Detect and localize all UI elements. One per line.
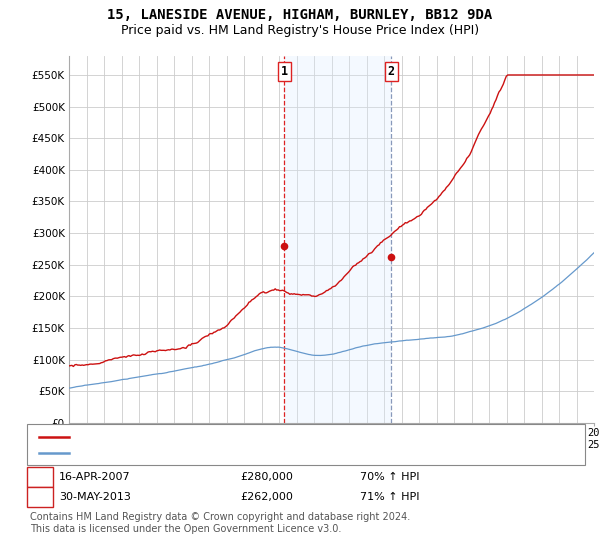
Text: 15, LANESIDE AVENUE, HIGHAM, BURNLEY, BB12 9DA: 15, LANESIDE AVENUE, HIGHAM, BURNLEY, BB… bbox=[107, 8, 493, 22]
Text: 30-MAY-2013: 30-MAY-2013 bbox=[59, 492, 131, 502]
Text: £262,000: £262,000 bbox=[240, 492, 293, 502]
Text: 71% ↑ HPI: 71% ↑ HPI bbox=[360, 492, 419, 502]
Text: 16-APR-2007: 16-APR-2007 bbox=[59, 472, 130, 482]
Text: Price paid vs. HM Land Registry's House Price Index (HPI): Price paid vs. HM Land Registry's House … bbox=[121, 24, 479, 36]
Text: 1: 1 bbox=[281, 65, 287, 78]
Text: 1: 1 bbox=[36, 472, 44, 482]
Text: £280,000: £280,000 bbox=[240, 472, 293, 482]
Text: 15, LANESIDE AVENUE, HIGHAM, BURNLEY, BB12 9DA (detached house): 15, LANESIDE AVENUE, HIGHAM, BURNLEY, BB… bbox=[74, 432, 475, 442]
Text: Contains HM Land Registry data © Crown copyright and database right 2024.
This d: Contains HM Land Registry data © Crown c… bbox=[30, 512, 410, 534]
Text: 70% ↑ HPI: 70% ↑ HPI bbox=[360, 472, 419, 482]
Text: 2: 2 bbox=[36, 492, 44, 502]
Text: HPI: Average price, detached house, Pendle: HPI: Average price, detached house, Pend… bbox=[74, 449, 317, 458]
Bar bbox=[284, 56, 391, 423]
Text: 2: 2 bbox=[388, 65, 395, 78]
